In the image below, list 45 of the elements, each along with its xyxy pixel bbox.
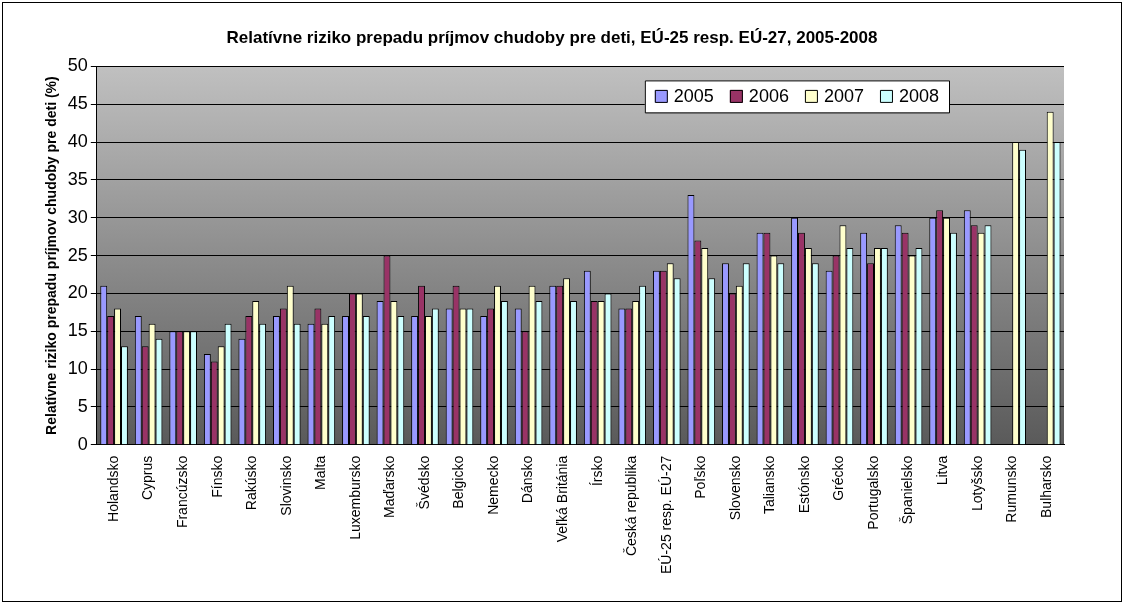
legend-label: 2008 <box>898 86 939 107</box>
x-tick-label: Lotyšsko <box>968 455 985 511</box>
x-tick-label: Poľsko <box>692 455 709 499</box>
x-tick-label: Fínsko <box>208 455 225 498</box>
x-tick-label: Dánsko <box>519 455 536 504</box>
x-tick-label: Taliansko <box>761 455 778 515</box>
x-tick-label: Česká republika <box>623 455 640 557</box>
x-tick-label: Bulharsko <box>1037 455 1054 518</box>
y-tick-label: 30 <box>67 206 88 227</box>
x-tick-label: Luxembursko <box>346 455 363 540</box>
y-tick-label: 35 <box>67 168 88 189</box>
x-tick-label: Slovinsko <box>277 455 294 516</box>
y-tick-label: 0 <box>77 433 88 454</box>
x-tick-label: Malta <box>312 455 329 490</box>
y-tick-label: 15 <box>67 320 88 341</box>
x-tick-label: Grécko <box>830 455 847 501</box>
y-tick-label: 40 <box>67 131 88 152</box>
x-tick-label: Litva <box>933 455 950 486</box>
y-tick-label: 20 <box>67 282 88 303</box>
legend-label: 2005 <box>673 86 714 107</box>
x-tick-label: Holandsko <box>104 455 121 522</box>
y-tick-label: 25 <box>67 244 88 265</box>
x-tick-label: Maďarsko <box>381 455 398 519</box>
x-tick-label: Slovensko <box>726 455 743 521</box>
x-tick-label: Nemecko <box>484 455 501 515</box>
x-tick-label: Veľká Británia <box>554 455 570 543</box>
x-tick-label: Švédsko <box>415 455 432 510</box>
legend-label: 2007 <box>823 86 864 107</box>
x-tick-label: Estónsko <box>795 455 812 514</box>
x-tick-label: EÚ-25 resp. EÚ-27 <box>657 455 674 575</box>
y-tick-label: 45 <box>67 93 88 114</box>
y-tick-label: 5 <box>77 395 88 416</box>
x-tick-label: Rakúsko <box>243 455 260 511</box>
y-tick-label: 50 <box>67 55 88 76</box>
x-tick-label: Rumunsko <box>1003 455 1020 523</box>
x-tick-label: Cyprus <box>139 455 156 501</box>
y-tick-label: 10 <box>67 358 88 379</box>
x-tick-label: Španielsko <box>899 455 916 525</box>
y-axis-title: Relatívne riziko prepadu príjmov chudoby pre deti (%) <box>43 76 60 435</box>
x-tick-label: Francúzsko <box>174 455 191 529</box>
chart-title: Relatívne riziko prepadu príjmov chudoby pre deti, EÚ-25 resp. EÚ-27, 2005-2008 <box>226 27 878 47</box>
x-tick-label: Portugalsko <box>864 455 881 530</box>
x-tick-label: Belgicko <box>450 455 467 509</box>
legend-label: 2006 <box>748 86 789 107</box>
x-tick-label: Írsko <box>588 455 605 487</box>
